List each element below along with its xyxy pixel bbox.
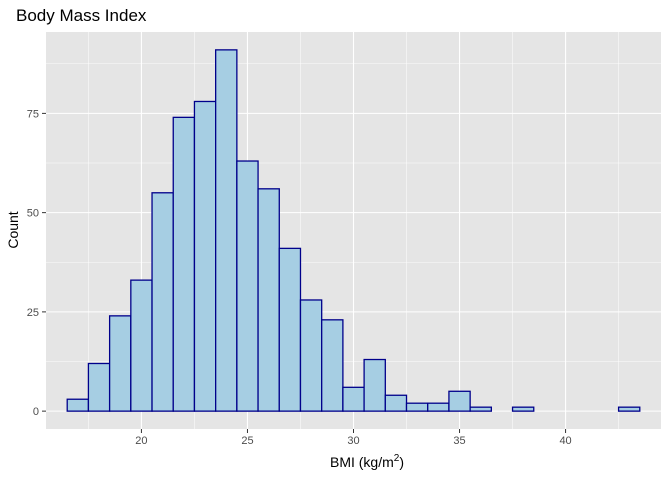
x-axis-title-suffix: ) xyxy=(399,454,404,470)
x-axis-ticks: 20 25 30 35 40 xyxy=(135,429,572,447)
x-axis-title-superscript: 2 xyxy=(394,453,400,464)
histogram-bar xyxy=(236,160,259,412)
histogram-bars xyxy=(66,49,641,412)
histogram-bar xyxy=(193,100,217,412)
y-tick-label: 0 xyxy=(33,406,39,418)
y-tick-label: 25 xyxy=(27,307,39,319)
histogram-bar xyxy=(172,116,196,412)
x-axis-title: BMI (kg/m2) xyxy=(330,453,404,470)
histogram-bar xyxy=(66,398,90,412)
histogram-bar xyxy=(342,386,365,412)
histogram-bar xyxy=(405,402,429,412)
histogram-bar xyxy=(299,299,323,412)
histogram-bar xyxy=(108,315,132,412)
histogram-bar xyxy=(384,394,408,412)
y-axis-title: Count xyxy=(5,211,21,248)
histogram-bar xyxy=(363,358,386,412)
x-tick-label: 40 xyxy=(559,435,571,447)
histogram-bar xyxy=(87,362,111,412)
x-tick-label: 20 xyxy=(135,435,147,447)
histogram-bar xyxy=(130,279,153,412)
x-axis-title-main: BMI (kg/m xyxy=(330,454,394,470)
histogram-bar xyxy=(617,406,641,412)
histogram-bar xyxy=(511,406,535,412)
histogram-bar xyxy=(321,319,344,412)
chart-title: Body Mass Index xyxy=(16,6,147,25)
y-tick-label: 75 xyxy=(27,108,39,120)
y-axis-ticks: 0 25 50 75 xyxy=(27,108,46,418)
histogram-bar xyxy=(215,49,238,412)
histogram-bar xyxy=(448,390,471,412)
x-tick-label: 30 xyxy=(347,435,359,447)
histogram-bar xyxy=(427,402,450,412)
histogram-bar xyxy=(257,188,280,412)
histogram-bar xyxy=(278,247,302,412)
x-tick-label: 35 xyxy=(453,435,465,447)
x-tick-label: 25 xyxy=(241,435,253,447)
y-tick-label: 50 xyxy=(27,208,39,220)
histogram-bar xyxy=(151,192,174,412)
histogram-bar xyxy=(469,406,492,412)
